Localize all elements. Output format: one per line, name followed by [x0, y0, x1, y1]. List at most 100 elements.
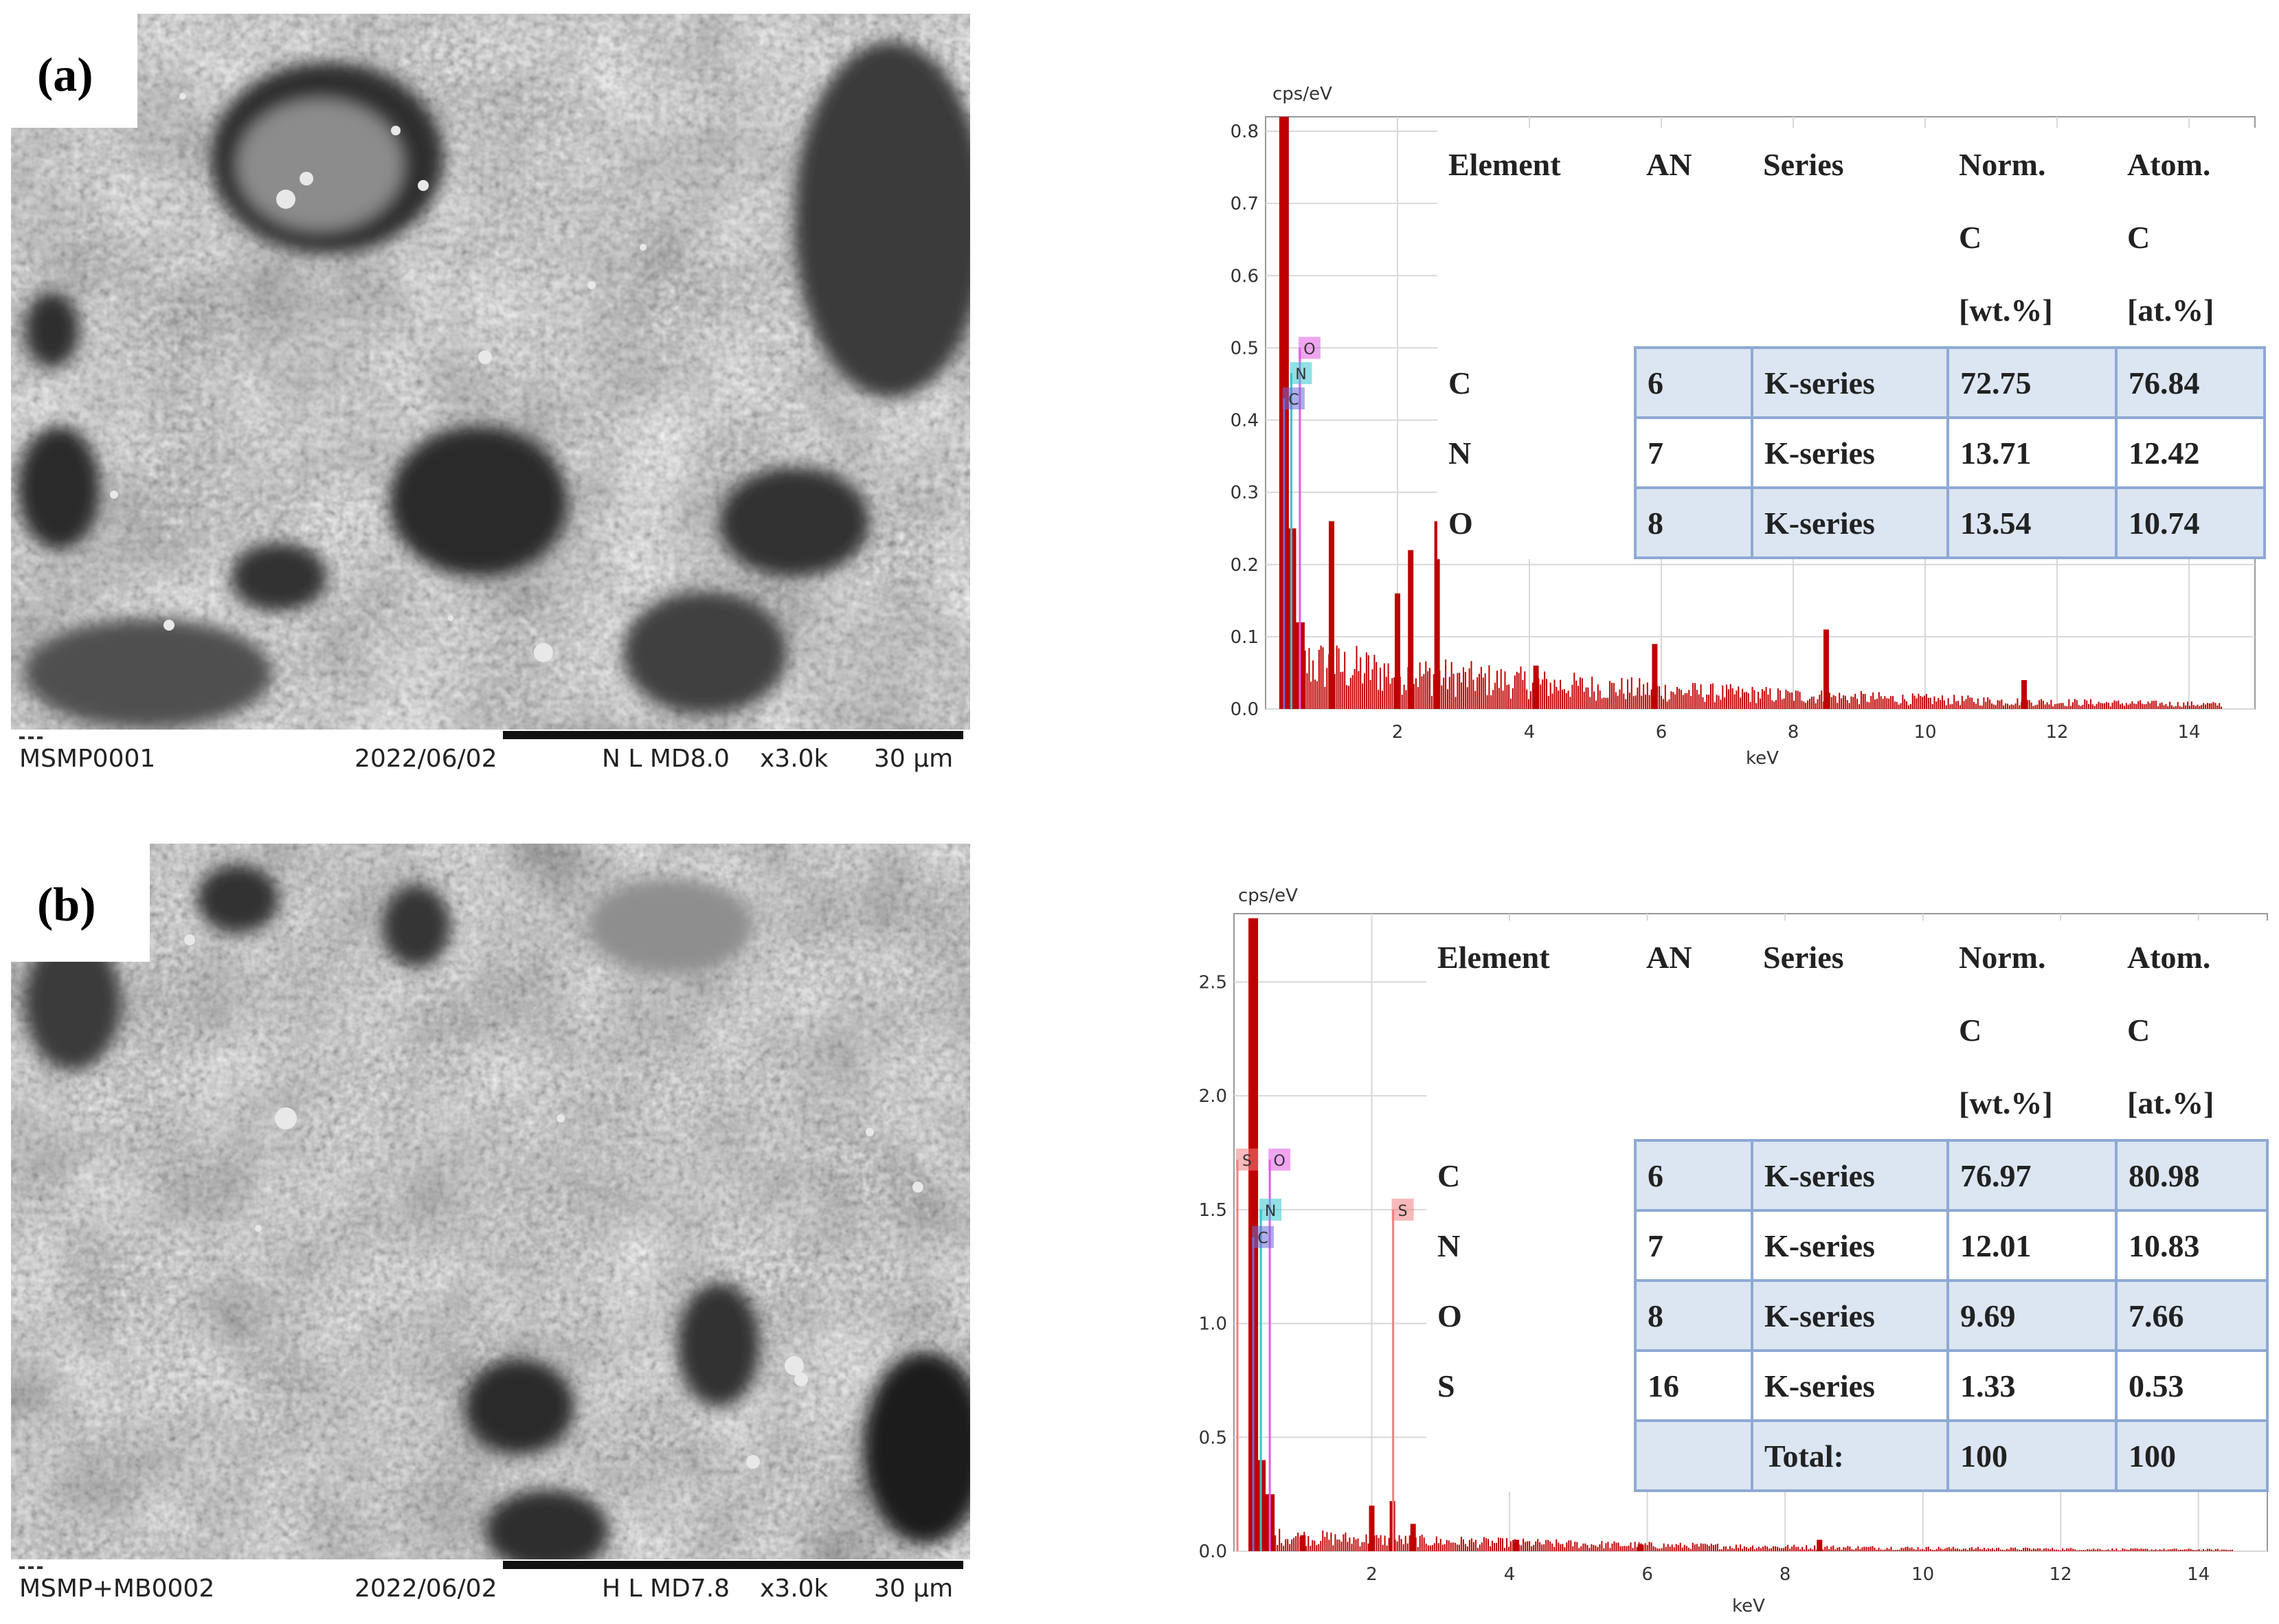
at-cell: 10.83	[2115, 1209, 2269, 1282]
sample-id: MSMP+MB0002	[19, 1575, 215, 1603]
y-unit-label: cps/eV	[1238, 886, 1298, 906]
wt-cell: 13.54	[1946, 486, 2118, 559]
scale-dash	[19, 1566, 43, 1572]
element-marker-box	[1391, 1198, 1414, 1221]
wt-cell: 12.01	[1946, 1209, 2118, 1282]
sem-mode: H L MD7.8	[602, 1575, 730, 1603]
element-marker-box	[1252, 1226, 1275, 1248]
x-tick-label: 6	[1641, 1564, 1653, 1585]
header-cell	[1635, 201, 1752, 273]
spectrum-peak	[1300, 1535, 1306, 1551]
spectrum-peak	[2021, 679, 2027, 709]
spectrum-peak	[1533, 665, 1539, 709]
y-tick-label: 0.5	[1231, 338, 1259, 359]
element-marker-box	[1236, 1148, 1259, 1171]
spectrum-peak	[1823, 629, 1829, 709]
header-cell: Norm.	[1959, 146, 2046, 182]
total-label-cell: Total:	[1751, 1419, 1949, 1492]
header-cell: C	[1959, 219, 1982, 255]
table-row: N 7 K-series 12.01 10.83	[1426, 1209, 2269, 1282]
y-tick-label: 0.2	[1231, 555, 1259, 576]
header-cell: Atom.	[2127, 939, 2211, 975]
eds-table-a: Element AN Series Norm. Atom. C C [wt.%]…	[1437, 128, 2266, 559]
spectrum-peak	[1434, 521, 1440, 709]
sem-date: 2022/06/02	[355, 745, 497, 773]
spectrum-peak	[1410, 1524, 1416, 1551]
table-header-row: [wt.%] [at.%]	[1426, 1066, 2267, 1140]
table-row: C 6 K-series 76.97 80.98	[1426, 1139, 2269, 1212]
sem-date: 2022/06/02	[355, 1575, 497, 1603]
element-cell: O	[1426, 1281, 1637, 1351]
y-tick-label: 0.5	[1199, 1428, 1227, 1448]
spectrum-peak	[1652, 644, 1658, 709]
header-cell: [at.%]	[2127, 1085, 2214, 1120]
series-cell: K-series	[1751, 486, 1949, 559]
x-tick-label: 14	[2187, 1564, 2210, 1585]
sem-micrograph-a	[11, 14, 970, 730]
table-total-row: Total: 100 100	[1426, 1419, 2269, 1492]
scale-dash	[19, 736, 43, 742]
scale-bar-line	[503, 731, 963, 739]
at-cell: 10.74	[2115, 486, 2266, 559]
wt-cell: 72.75	[1946, 346, 2118, 419]
header-cell	[1437, 201, 1635, 273]
element-cell: N	[1437, 418, 1637, 488]
header-cell: Norm.	[1959, 939, 2046, 975]
total-wt-cell: 100	[1946, 1419, 2118, 1492]
an-cell: 6	[1634, 346, 1753, 419]
element-marker-label: O	[1273, 1153, 1285, 1170]
series-cell: K-series	[1751, 346, 1949, 419]
sem-magnification: x3.0k	[760, 745, 829, 773]
y-tick-label: 0.6	[1231, 266, 1259, 286]
sem-mode: N L MD8.0	[602, 745, 730, 773]
eds-table-b: Element AN Series Norm. Atom. C C [wt.%]…	[1426, 921, 2269, 1492]
header-cell: [wt.%]	[1959, 292, 2053, 328]
scale-bar-line	[503, 1561, 963, 1569]
element-marker-box	[1259, 1198, 1282, 1221]
element-marker-box	[1290, 362, 1312, 385]
y-tick-label: 0.4	[1231, 411, 1259, 431]
x-axis-label: keV	[1732, 1596, 1765, 1616]
wt-cell: 9.69	[1946, 1279, 2118, 1352]
series-cell: K-series	[1751, 1209, 1949, 1282]
x-tick-label: 6	[1656, 722, 1668, 743]
spectrum-peak	[1408, 550, 1414, 709]
header-cell	[1635, 1066, 1752, 1140]
sem-image-b	[11, 844, 970, 1559]
header-cell: Atom.	[2127, 146, 2211, 182]
series-cell: K-series	[1751, 1139, 1949, 1212]
y-tick-label: 1.5	[1199, 1200, 1227, 1221]
an-cell: 16	[1634, 1349, 1753, 1422]
y-tick-label: 1.0	[1199, 1314, 1227, 1335]
table-header-row: Element AN Series Norm. Atom.	[1426, 921, 2267, 993]
sem-image-a	[11, 14, 970, 730]
spectrum-peak	[1395, 593, 1400, 709]
table-row: O 8 K-series 13.54 10.74	[1437, 486, 2266, 559]
x-tick-label: 14	[2177, 722, 2200, 743]
element-marker-box	[1298, 337, 1321, 359]
header-cell: [wt.%]	[1959, 1085, 2053, 1120]
header-cell: AN	[1646, 146, 1692, 182]
y-tick-label: 0.0	[1231, 699, 1259, 720]
header-cell	[1426, 993, 1635, 1066]
x-tick-label: 10	[1911, 1564, 1934, 1585]
y-tick-label: 0.7	[1231, 194, 1259, 214]
element-marker-label: S	[1242, 1153, 1252, 1170]
at-cell: 7.66	[2115, 1279, 2269, 1352]
element-cell: C	[1426, 1140, 1637, 1210]
at-cell: 12.42	[2115, 416, 2266, 489]
header-cell: C	[1959, 1012, 1982, 1048]
header-cell: C	[2127, 1012, 2151, 1048]
an-cell: 8	[1634, 1279, 1753, 1352]
header-cell: AN	[1646, 939, 1692, 975]
an-cell	[1634, 1419, 1753, 1492]
header-cell: [at.%]	[2127, 292, 2214, 328]
panel-label-a: (a)	[11, 14, 137, 128]
sem-magnification: x3.0k	[760, 1575, 829, 1603]
element-marker-label: O	[1303, 341, 1315, 358]
sem-info-bar-a: MSMP0001 2022/06/02 N L MD8.0 x3.0k 30 μ…	[11, 730, 970, 778]
an-cell: 8	[1634, 486, 1753, 559]
y-tick-label: 0.0	[1199, 1542, 1227, 1562]
header-cell: Series	[1763, 939, 1844, 975]
element-marker-label: N	[1295, 366, 1306, 383]
